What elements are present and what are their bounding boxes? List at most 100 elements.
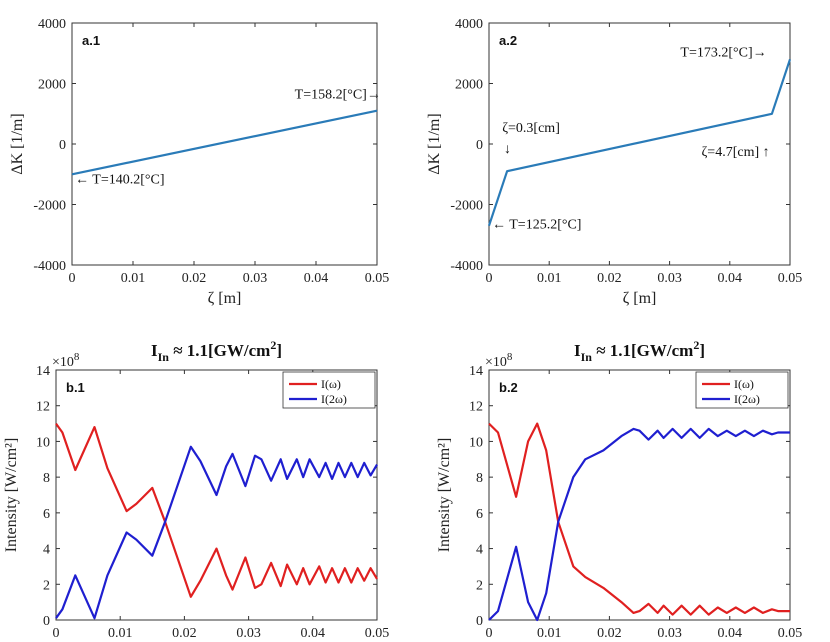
x-tick-label: 0.01 — [121, 271, 146, 286]
chart-title: IIn ≈ 1.1[GW/cm2] — [151, 338, 282, 364]
x-tick-label: 0.05 — [365, 271, 390, 286]
panel-tag: a.1 — [82, 33, 100, 48]
x-tick-label: 0.03 — [657, 626, 682, 641]
x-tick-label: 0.05 — [778, 271, 803, 286]
annotation: ζ=0.3[cm] — [502, 121, 560, 136]
x-tick-label: 0.01 — [537, 271, 562, 286]
chart-b1: 00.010.020.030.040.0502468101214ζ [m]Int… — [3, 338, 390, 641]
x-tick-label: 0.02 — [597, 626, 622, 641]
legend-label: I(ω) — [321, 377, 341, 391]
x-tick-label: 0.02 — [172, 626, 197, 641]
axis-multiplier: ×108 — [485, 351, 513, 370]
x-tick-label: 0.02 — [182, 271, 207, 286]
title-main: I — [151, 341, 158, 360]
y-tick-label: 4 — [476, 543, 483, 558]
panel-tag: b.2 — [499, 380, 518, 395]
legend-box — [282, 371, 376, 409]
x-tick-label: 0 — [53, 626, 60, 641]
y-tick-label: 6 — [476, 507, 483, 522]
annotation: ζ=4.7[cm] ↑ — [702, 145, 770, 160]
chart-b2: 00.010.020.030.040.0502468101214ζ [m]Int… — [436, 338, 803, 641]
y-axis-label: ΔK [1/m] — [9, 113, 26, 174]
plot-area-frame — [71, 22, 378, 266]
x-tick-label: 0.03 — [243, 271, 268, 286]
x-tick-label: 0.05 — [365, 626, 390, 641]
x-tick-label: 0 — [486, 271, 493, 286]
title-superscript: 2 — [693, 338, 699, 352]
y-tick-label: 6 — [43, 507, 50, 522]
y-tick-label: 4000 — [38, 17, 66, 32]
y-axis-label: Intensity [W/cm²] — [436, 438, 453, 553]
x-axis-label: ζ [m] — [208, 290, 242, 307]
x-tick-label: 0.04 — [304, 271, 329, 286]
legend-box — [695, 371, 789, 409]
y-tick-label: -2000 — [450, 199, 483, 214]
legend-label: I(2ω) — [734, 392, 760, 406]
axis-multiplier-exponent: 8 — [74, 351, 80, 363]
y-tick-label: 0 — [43, 614, 50, 629]
x-tick-label: 0.01 — [108, 626, 133, 641]
y-axis-label: Intensity [W/cm²] — [3, 438, 20, 553]
x-tick-label: 0.04 — [718, 626, 743, 641]
y-tick-label: -4000 — [450, 259, 483, 274]
y-tick-label: 0 — [476, 138, 483, 153]
x-tick-label: 0.04 — [718, 271, 743, 286]
title-middle: ≈ 1.1[GW/cm — [169, 341, 270, 360]
title-subscript: In — [581, 350, 593, 364]
annotation: T=158.2[°C]→ — [295, 88, 381, 103]
plot-area-frame — [488, 369, 791, 621]
y-tick-label: 10 — [36, 435, 50, 450]
x-tick-label: 0.05 — [778, 626, 803, 641]
x-tick-label: 0.04 — [301, 626, 326, 641]
title-end: ] — [699, 341, 705, 360]
chart-a1: 0 0.01 0.02 0.03 0.04 0.05 -4000 -2000 0 2000 4000… — [9, 17, 389, 307]
y-tick-label: 8 — [43, 471, 50, 486]
x-tick-label: 0.03 — [236, 626, 261, 641]
series-line-delta-k — [487, 58, 792, 227]
x-tick-label: 0 — [486, 626, 493, 641]
y-tick-label: 0 — [476, 614, 483, 629]
title-middle: ≈ 1.1[GW/cm — [592, 341, 693, 360]
panel-tag: a.2 — [499, 33, 517, 48]
y-tick-label: 12 — [36, 400, 50, 415]
y-tick-label: 12 — [469, 400, 483, 415]
y-tick-label: 2000 — [455, 78, 483, 93]
y-tick-label: -4000 — [33, 259, 66, 274]
legend-label: I(2ω) — [321, 392, 347, 406]
y-axis-label: ΔK [1/m] — [426, 113, 443, 174]
annotation: ← T=140.2[°C] — [75, 172, 164, 187]
y-tick-label: 4 — [43, 543, 50, 558]
y-tick-label: 0 — [59, 138, 66, 153]
chart-title: IIn ≈ 1.1[GW/cm2] — [574, 338, 705, 364]
y-tick-label: 2000 — [38, 78, 66, 93]
title-end: ] — [276, 341, 282, 360]
y-tick-label: 14 — [469, 364, 483, 379]
x-tick-label: 0.02 — [597, 271, 622, 286]
axis-multiplier-exponent: 8 — [507, 351, 513, 363]
y-tick-label: 8 — [476, 471, 483, 486]
series-line-i-2omega — [55, 445, 378, 620]
title-main: I — [574, 341, 581, 360]
title-superscript: 2 — [270, 338, 276, 352]
y-tick-label: 14 — [36, 364, 50, 379]
panel-tag: b.1 — [66, 380, 85, 395]
annotation: T=173.2[°C]→ — [680, 45, 766, 60]
plot-area-frame — [488, 22, 791, 266]
y-tick-label: -2000 — [33, 199, 66, 214]
annotation: ← T=125.2[°C] — [492, 218, 581, 233]
axis-multiplier: ×108 — [52, 351, 80, 370]
x-axis-label: ζ [m] — [623, 290, 657, 307]
series-line-i-omega — [488, 422, 790, 616]
x-tick-label: 0 — [69, 271, 76, 286]
y-tick-label: 4000 — [455, 17, 483, 32]
y-tick-label: 10 — [469, 435, 483, 450]
series-line-i-2omega — [488, 427, 790, 622]
x-tick-label: 0.03 — [657, 271, 682, 286]
y-tick-label: 2 — [476, 578, 483, 593]
title-subscript: In — [158, 350, 170, 364]
y-tick-label: 2 — [43, 578, 50, 593]
series-line-delta-k — [71, 109, 378, 176]
series-line-i-omega — [55, 422, 378, 598]
x-tick-label: 0.01 — [537, 626, 562, 641]
